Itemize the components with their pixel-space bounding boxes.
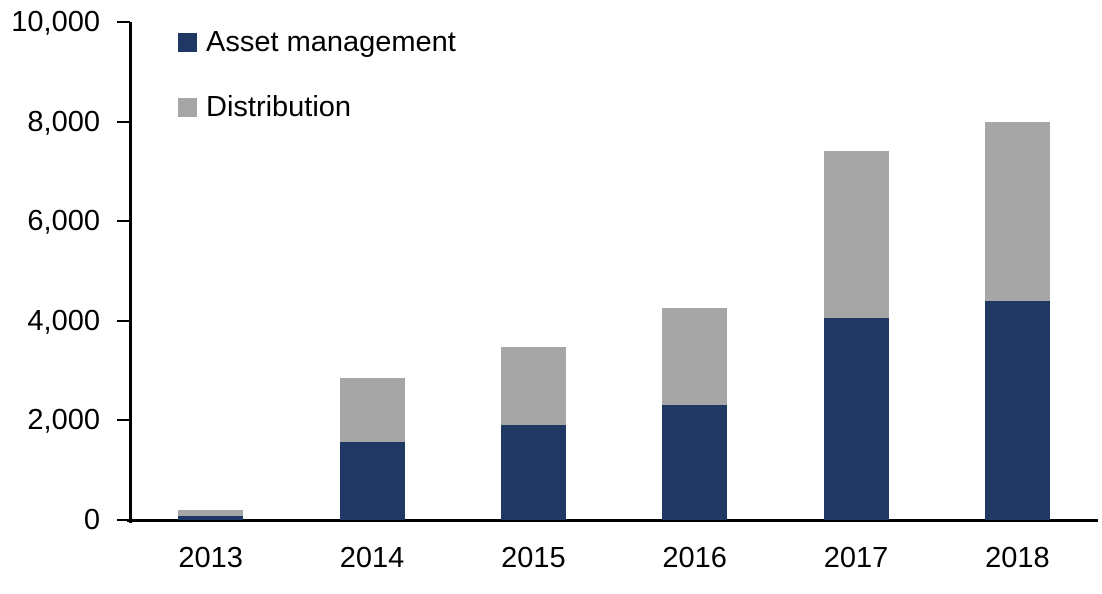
y-tick-mark <box>117 220 130 223</box>
bar-2014-asset-management <box>339 442 405 520</box>
x-tick-label-2015: 2015 <box>501 542 566 574</box>
bar-2017-distribution <box>823 151 889 319</box>
legend-swatch-distribution <box>178 97 197 117</box>
y-tick-mark <box>117 419 130 422</box>
legend-item-distribution: Distribution <box>178 89 456 125</box>
x-tick-label-2016: 2016 <box>662 542 727 574</box>
x-tick-label-2017: 2017 <box>823 542 889 574</box>
bar-2018-distribution <box>984 121 1050 301</box>
legend-swatch-asset-management <box>178 32 197 52</box>
y-tick-label: 2,000 <box>27 404 100 437</box>
bar-2016-asset-management <box>662 405 728 520</box>
legend-label-distribution: Distribution <box>206 91 352 123</box>
legend-label-asset-management: Asset management <box>206 26 456 58</box>
x-tick-label-2014: 2014 <box>339 542 405 574</box>
bar-2014-distribution <box>339 377 405 443</box>
bar-2018-asset-management <box>984 300 1050 520</box>
bar-2013-asset-management <box>178 515 244 520</box>
legend: Asset management Distribution <box>178 24 456 125</box>
x-tick-label-2018: 2018 <box>985 542 1050 574</box>
bar-2017-asset-management <box>823 318 889 520</box>
bar-2013-distribution <box>178 510 244 516</box>
x-axis-line <box>127 519 1098 522</box>
x-tick-label-2013: 2013 <box>178 542 243 574</box>
bar-2015-asset-management <box>500 425 566 520</box>
y-tick-label: 4,000 <box>27 304 100 337</box>
y-tick-mark <box>117 120 130 123</box>
y-tick-label: 0 <box>83 504 100 536</box>
legend-item-asset-management: Asset management <box>178 24 456 60</box>
y-tick-mark <box>117 21 130 23</box>
y-tick-label: 8,000 <box>27 105 100 138</box>
y-tick-mark <box>117 519 130 521</box>
y-tick-label: 10,000 <box>11 6 100 38</box>
bar-2015-distribution <box>500 346 566 426</box>
y-axis-line <box>129 22 132 523</box>
y-tick-label: 6,000 <box>27 205 100 238</box>
y-tick-mark <box>117 319 130 322</box>
bar-2016-distribution <box>662 308 728 406</box>
